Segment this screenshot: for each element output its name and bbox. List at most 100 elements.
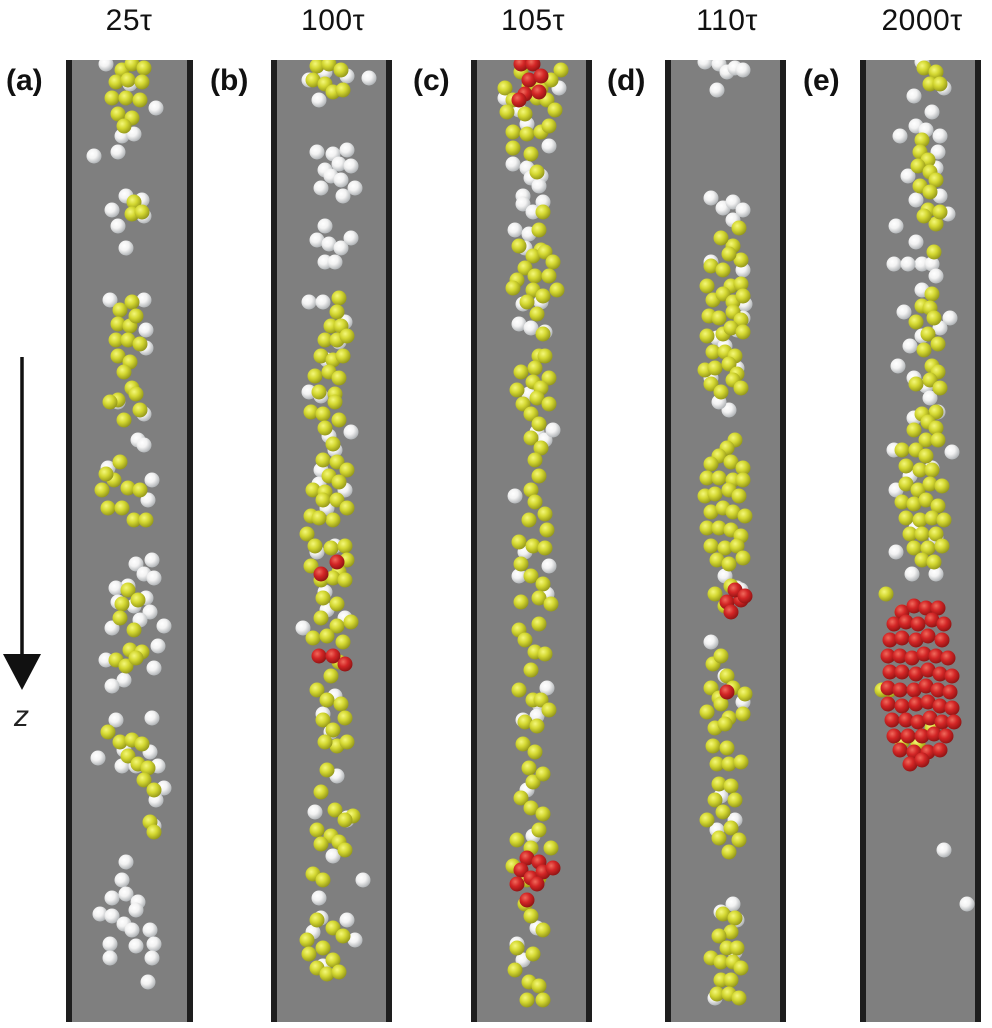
yellow-particle — [517, 632, 533, 648]
yellow-particle — [737, 508, 753, 524]
yellow-particle — [930, 432, 946, 448]
yellow-particle — [515, 736, 531, 752]
red-particle — [940, 650, 956, 666]
yellow-particle — [709, 756, 725, 772]
white-particle — [128, 902, 144, 918]
yellow-particle — [527, 494, 543, 510]
red-particle — [886, 616, 902, 632]
yellow-particle — [517, 714, 533, 730]
white-particle — [930, 144, 946, 160]
yellow-particle — [126, 194, 142, 210]
red-particle — [926, 726, 942, 742]
yellow-particle — [521, 760, 537, 776]
white-particle — [140, 492, 156, 508]
yellow-particle — [325, 512, 341, 528]
yellow-particle — [703, 538, 719, 554]
yellow-particle — [719, 740, 735, 756]
yellow-particle — [138, 512, 154, 528]
yellow-particle — [711, 928, 727, 944]
yellow-particle — [329, 618, 345, 634]
white-particle — [136, 292, 152, 308]
red-particle — [880, 696, 896, 712]
red-particle — [337, 656, 353, 672]
yellow-particle — [731, 990, 747, 1006]
red-particle — [944, 700, 960, 716]
yellow-particle — [309, 822, 325, 838]
yellow-particle — [713, 230, 729, 246]
red-particle — [882, 664, 898, 680]
yellow-particle — [515, 396, 531, 412]
yellow-particle — [120, 748, 136, 764]
white-particle — [703, 190, 719, 206]
white-particle — [888, 218, 904, 234]
yellow-particle — [535, 576, 551, 592]
red-particle — [894, 664, 910, 680]
yellow-particle — [922, 184, 938, 200]
white-particle — [735, 62, 751, 78]
white-particle — [900, 256, 916, 272]
red-particle — [525, 60, 541, 72]
yellow-particle — [717, 716, 733, 732]
yellow-particle — [527, 360, 543, 376]
yellow-particle — [894, 494, 910, 510]
yellow-particle — [916, 208, 932, 224]
red-particle — [908, 632, 924, 648]
yellow-particle — [136, 60, 152, 76]
white-particle — [908, 192, 924, 208]
yellow-particle — [898, 476, 914, 492]
yellow-particle — [305, 72, 321, 88]
yellow-particle — [541, 396, 557, 412]
yellow-particle — [721, 756, 737, 772]
white-particle — [108, 580, 124, 596]
yellow-particle — [529, 390, 545, 406]
yellow-particle — [924, 462, 940, 478]
red-particle — [920, 628, 936, 644]
white-particle — [144, 472, 160, 488]
white-particle — [347, 180, 363, 196]
yellow-particle — [531, 222, 547, 238]
yellow-particle — [509, 832, 525, 848]
yellow-particle — [112, 454, 128, 470]
red-particle — [892, 648, 908, 664]
white-particle — [142, 604, 158, 620]
panel-label-b: (b) — [210, 64, 249, 97]
yellow-particle — [733, 380, 749, 396]
yellow-particle — [906, 422, 922, 438]
yellow-particle — [703, 504, 719, 520]
yellow-particle — [729, 538, 745, 554]
yellow-particle — [337, 842, 353, 858]
tube-panel-d — [665, 60, 786, 1022]
yellow-particle — [315, 590, 331, 606]
yellow-particle — [918, 432, 934, 448]
yellow-particle — [128, 386, 144, 402]
yellow-particle — [908, 314, 924, 330]
yellow-particle — [699, 812, 715, 828]
yellow-particle — [523, 482, 539, 498]
yellow-particle — [723, 320, 739, 336]
white-particle — [104, 202, 120, 218]
yellow-particle — [723, 778, 739, 794]
panel-label-a: (a) — [6, 64, 43, 97]
white-particle — [148, 100, 164, 116]
yellow-particle — [301, 946, 317, 962]
yellow-particle — [523, 800, 539, 816]
red-particle — [924, 612, 940, 628]
red-particle — [529, 876, 545, 892]
yellow-particle — [116, 118, 132, 134]
z-direction-arrow-icon — [3, 357, 41, 690]
white-particle — [908, 234, 924, 250]
yellow-particle — [112, 734, 128, 750]
yellow-particle — [537, 244, 553, 260]
yellow-particle — [529, 164, 545, 180]
yellow-particle — [733, 276, 749, 292]
white-particle — [86, 148, 102, 164]
white-particle — [128, 556, 144, 572]
yellow-particle — [715, 804, 731, 820]
yellow-particle — [523, 568, 539, 584]
yellow-particle — [513, 364, 529, 380]
yellow-particle — [539, 522, 555, 538]
yellow-particle — [918, 492, 934, 508]
red-particle — [545, 860, 561, 876]
white-particle — [92, 906, 108, 922]
yellow-particle — [918, 448, 934, 464]
